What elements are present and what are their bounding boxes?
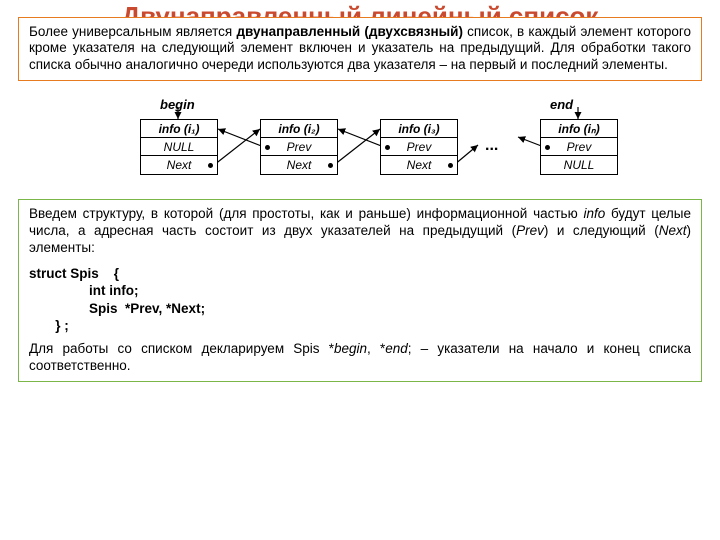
list-node-3: info (iₙ)PrevNULL (540, 119, 618, 175)
struct-box: Введем структуру, в которой (для простот… (18, 199, 702, 382)
def-pre: Более универсальным является (29, 24, 236, 39)
definition-text: Более универсальным является двунаправле… (29, 24, 691, 75)
list-node-1: info (i₂)PrevNext (260, 119, 338, 175)
struct-code: struct Spis { int info; Spis *Prev, *Nex… (29, 265, 691, 335)
struct-intro: Введем структуру, в которой (для простот… (29, 206, 691, 257)
definition-box: Более универсальным является двунаправле… (18, 17, 702, 82)
list-node-2: info (i₃)PrevNext (380, 119, 458, 175)
linked-list-diagram: begin end ... info (i₁)NULLNextinfo (i₂)… (80, 89, 640, 189)
struct-outro: Для работы со списком декларируем Spis *… (29, 341, 691, 375)
def-bold: двунаправленный (двухсвязный) (236, 24, 463, 39)
list-node-0: info (i₁)NULLNext (140, 119, 218, 175)
